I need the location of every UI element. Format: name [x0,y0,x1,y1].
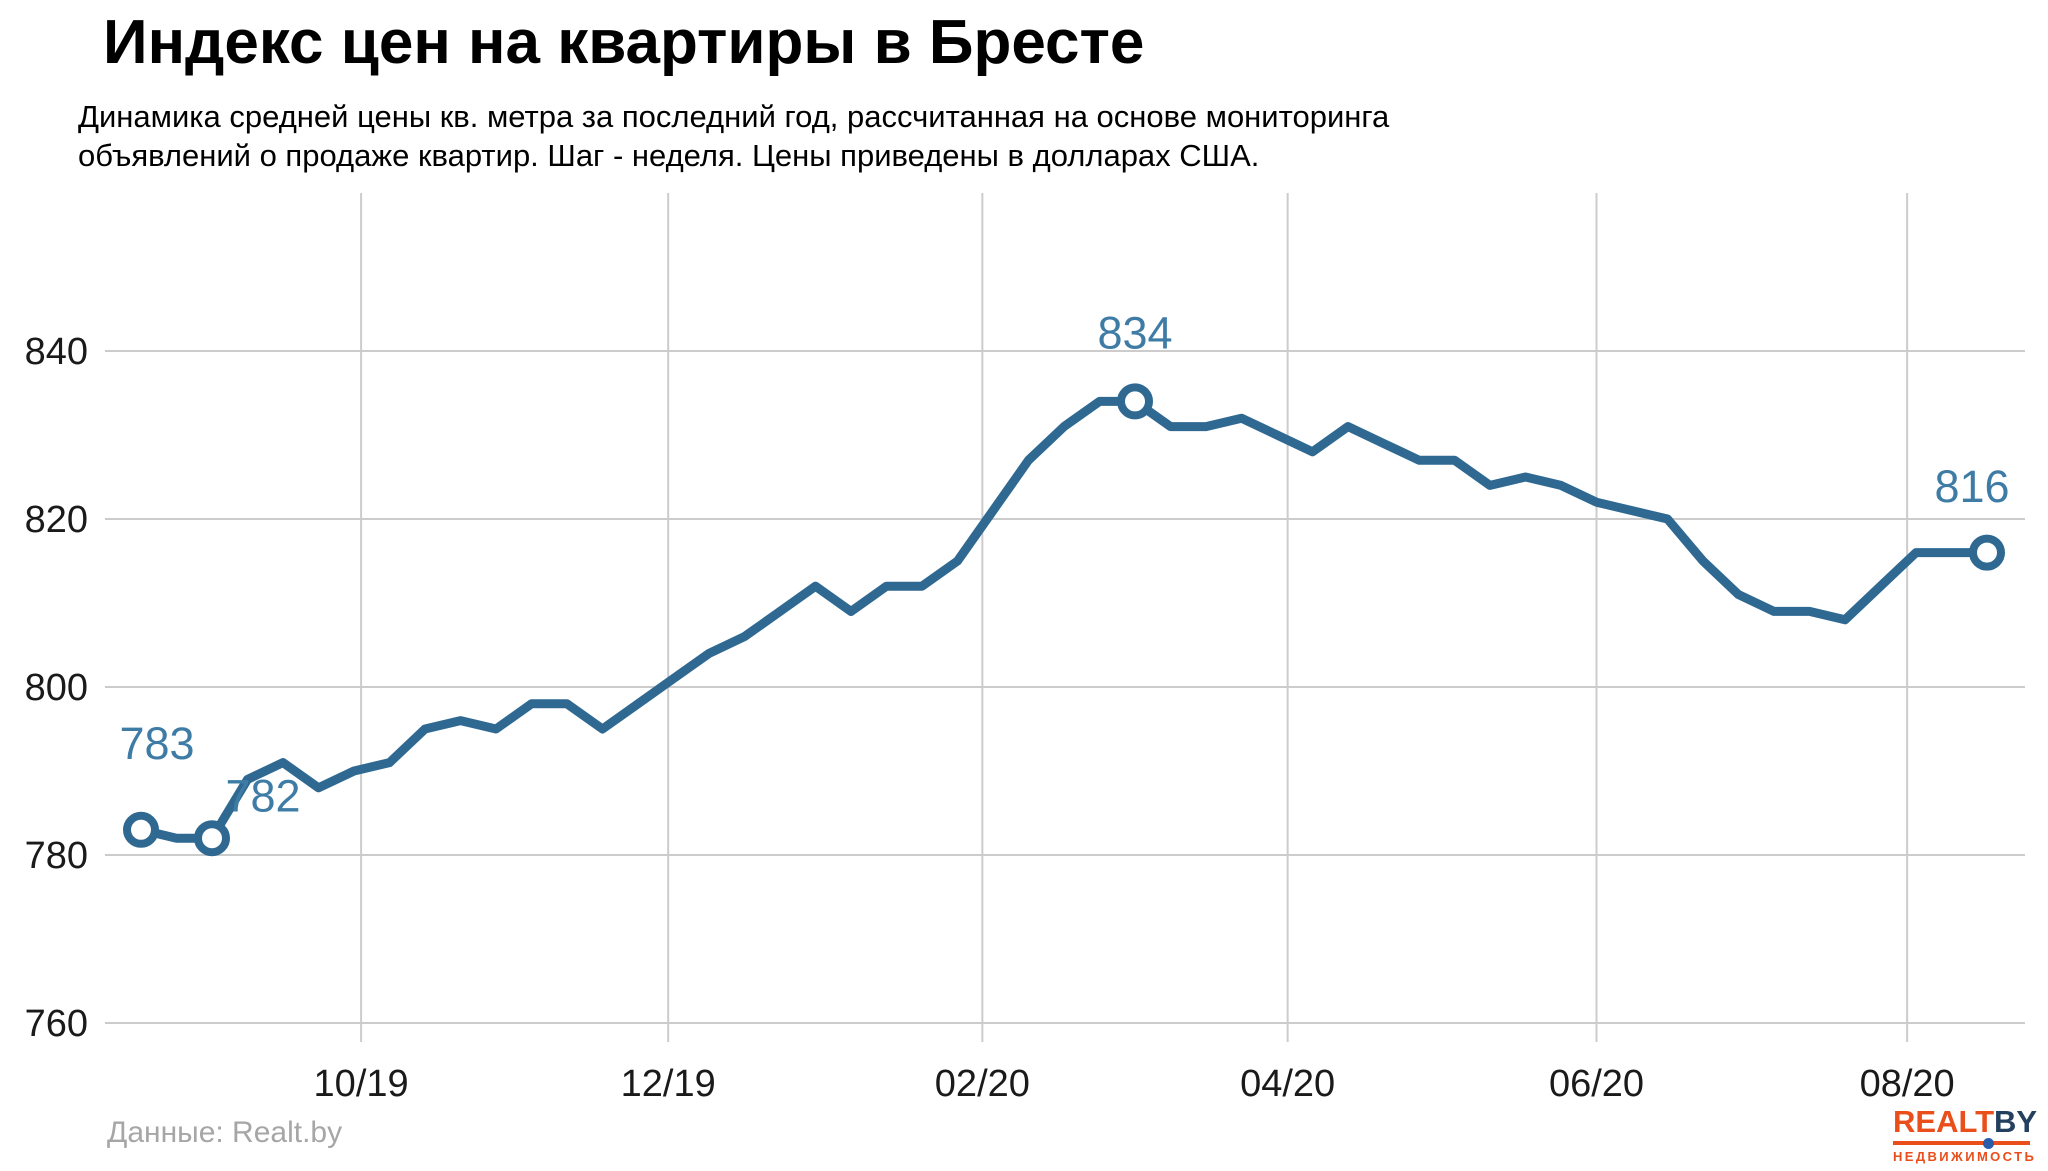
realt-logo-wordmark: REALT BY [1893,1104,2037,1139]
x-axis-label-4: 06/20 [1549,1063,1644,1105]
chart-subtitle-line-1: Динамика средней цены кв. метра за после… [78,99,1390,134]
marker-week-52 [1969,534,2005,571]
realt-logo: REALT BY НЕДВИЖИМОСТЬ [1893,1104,2037,1164]
marker-week-2 [194,820,230,857]
marker-week-0 [123,811,159,848]
y-axis-label-840: 840 [25,331,88,373]
annotation-782: 782 [225,770,300,821]
annotation-783: 783 [119,718,194,769]
data-source-note: Данные: Realt.by [107,1116,343,1149]
y-axis-label-820: 820 [25,499,88,541]
price-line [136,396,1992,843]
y-axis-label-780: 780 [25,835,88,877]
chart-subtitle-line-2: объявлений о продаже квартир. Шаг - неде… [78,138,1260,173]
x-axis-label-3: 04/20 [1240,1063,1335,1105]
realt-logo-word-by: BY [1994,1104,2038,1139]
realt-logo-rule [1893,1137,2030,1149]
marker-week-28 [1117,383,1153,420]
chart-title: Индекс цен на квартиры в Бресте [103,8,1145,77]
annotation-834: 834 [1097,308,1172,359]
x-axis-label-2: 02/20 [935,1063,1030,1105]
annotation-816: 816 [1934,461,2009,512]
y-axis-label-800: 800 [25,667,88,709]
realt-logo-word-realt: REALT [1893,1104,1995,1139]
realt-logo-dot-icon [1983,1137,1995,1149]
chart-subtitle: Динамика средней цены кв. метра за после… [78,97,1389,175]
x-axis-label-1: 12/19 [621,1063,716,1105]
realt-logo-tagline: НЕДВИЖИМОСТЬ [1893,1149,2037,1164]
x-axis-label-0: 10/19 [314,1063,409,1105]
y-axis-label-760: 760 [25,1003,88,1045]
x-axis-label-5: 08/20 [1860,1063,1955,1105]
